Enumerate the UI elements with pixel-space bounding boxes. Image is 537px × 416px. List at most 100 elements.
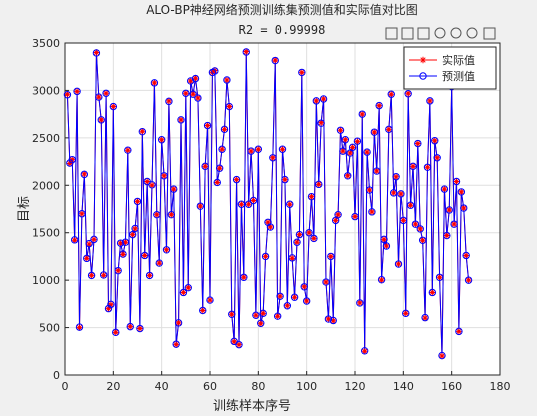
marker <box>342 136 349 143</box>
marker <box>344 172 352 180</box>
marker <box>175 319 182 327</box>
marker <box>353 137 362 145</box>
marker <box>290 293 299 301</box>
toolbar-icon[interactable] <box>385 27 398 40</box>
marker <box>424 164 431 171</box>
marker <box>64 91 71 98</box>
marker <box>182 89 190 97</box>
marker <box>235 341 243 348</box>
marker <box>197 202 204 210</box>
marker <box>351 212 359 221</box>
marker <box>228 310 236 318</box>
marker <box>215 164 224 172</box>
marker <box>98 116 105 124</box>
x-tick-label: 80 <box>251 380 265 393</box>
toolbar-icon[interactable] <box>483 27 496 40</box>
marker <box>223 76 231 84</box>
marker <box>100 272 107 279</box>
marker <box>330 317 337 325</box>
marker <box>143 178 151 185</box>
marker <box>445 206 453 214</box>
marker <box>218 146 226 153</box>
marker <box>360 347 369 355</box>
marker <box>435 273 444 281</box>
marker <box>184 284 192 292</box>
marker <box>92 49 101 57</box>
marker <box>399 216 408 225</box>
marker <box>143 177 151 186</box>
marker <box>366 186 373 194</box>
y-tick-label: 3000 <box>32 84 60 97</box>
marker <box>465 276 472 284</box>
marker <box>257 320 264 327</box>
marker <box>337 127 344 134</box>
marker <box>305 229 313 237</box>
marker <box>307 192 316 201</box>
marker <box>141 251 149 260</box>
marker <box>319 95 328 103</box>
marker <box>279 146 286 153</box>
marker <box>71 237 78 244</box>
marker <box>112 328 120 337</box>
marker <box>177 116 185 124</box>
marker <box>310 234 318 243</box>
marker <box>440 185 449 193</box>
toolbar-icon[interactable] <box>466 27 478 39</box>
marker <box>81 170 88 178</box>
marker <box>455 327 463 336</box>
marker <box>105 305 112 312</box>
y-tick-label: 500 <box>39 322 60 335</box>
toolbar[interactable] <box>385 27 496 40</box>
marker <box>87 271 96 280</box>
marker <box>295 230 304 239</box>
marker <box>404 90 412 97</box>
marker <box>114 267 122 274</box>
marker <box>126 322 134 331</box>
marker <box>411 220 420 228</box>
marker <box>214 179 221 186</box>
marker <box>400 217 407 224</box>
marker <box>327 253 335 260</box>
toolbar-icon[interactable] <box>450 27 462 39</box>
marker <box>392 173 400 180</box>
marker <box>390 189 397 197</box>
marker <box>438 351 446 360</box>
marker <box>308 193 315 200</box>
marker <box>242 48 250 56</box>
marker <box>107 300 115 309</box>
marker <box>418 236 427 245</box>
marker <box>141 252 148 259</box>
marker <box>110 103 117 110</box>
marker <box>358 110 366 118</box>
marker <box>322 278 330 286</box>
marker <box>339 147 347 155</box>
marker <box>179 288 188 297</box>
marker <box>134 198 141 205</box>
marker <box>83 254 91 263</box>
toolbar-icon[interactable] <box>401 27 414 40</box>
marker <box>264 219 272 226</box>
marker <box>429 289 436 296</box>
legend-label: 预测值 <box>442 70 475 83</box>
marker <box>218 145 226 153</box>
marker <box>99 271 108 279</box>
marker <box>320 95 327 103</box>
marker <box>127 323 134 330</box>
marker <box>426 97 434 105</box>
marker <box>402 310 409 317</box>
marker <box>406 201 415 209</box>
marker <box>194 94 202 102</box>
marker <box>428 288 437 297</box>
marker <box>80 170 89 179</box>
marker <box>324 315 333 323</box>
marker <box>462 251 470 260</box>
marker <box>458 188 465 196</box>
marker <box>170 185 178 193</box>
toolbar-icon[interactable] <box>417 27 430 40</box>
marker <box>334 210 342 219</box>
marker <box>359 110 366 118</box>
toolbar-icon[interactable] <box>434 27 446 39</box>
marker <box>433 154 441 161</box>
marker <box>325 315 332 323</box>
